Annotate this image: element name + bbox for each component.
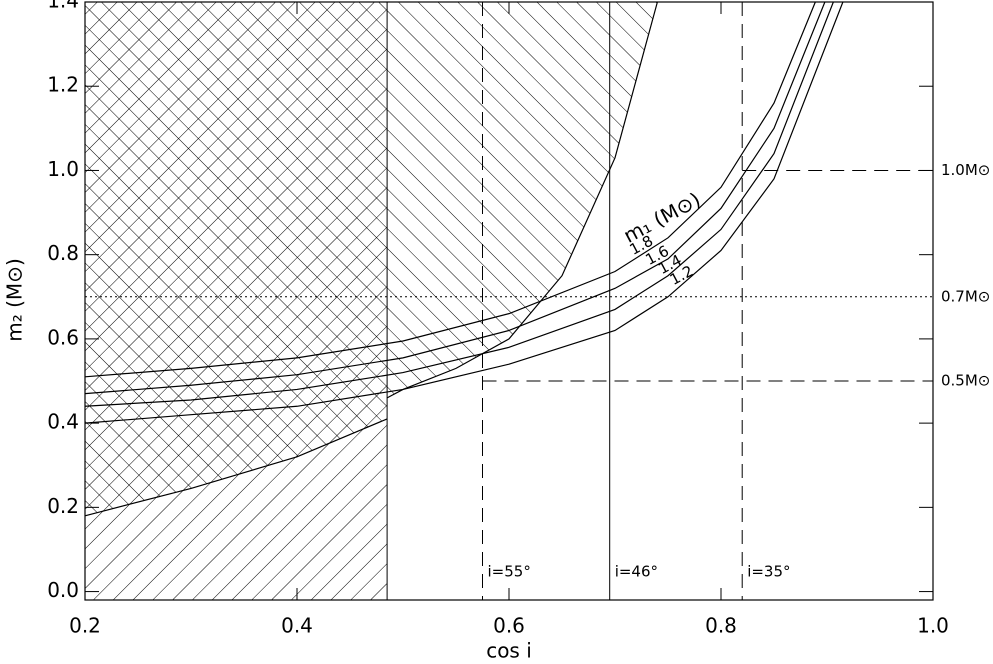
x-tick-label: 0.8: [705, 614, 737, 638]
x-tick-label: 0.2: [69, 614, 101, 638]
vline-label: i=55°: [488, 563, 531, 581]
y-axis-label: m₂ (M⊙): [3, 258, 27, 341]
vline-label: i=46°: [615, 563, 658, 581]
y-tick-label: 1.2: [47, 73, 79, 97]
x-tick-label: 0.4: [281, 614, 313, 638]
curve-label: m₁ (M⊙): [620, 187, 705, 247]
series-line: [84, 1, 834, 407]
y-tick-label: 0.6: [47, 325, 79, 349]
y-tick-label: 0.2: [47, 494, 79, 518]
x-tick-label: 0.6: [493, 614, 525, 638]
x-axis-label: cos i: [486, 639, 532, 663]
y-tick-label: 0.8: [47, 241, 79, 265]
hline-label: 0.7M⊙: [941, 287, 990, 305]
boundary-curve: [84, 418, 388, 517]
y-tick-label: 1.4: [47, 0, 79, 13]
y-tick-label: 0.0: [47, 578, 79, 602]
vline-label: i=35°: [747, 563, 790, 581]
series-line: [84, 1, 826, 395]
y-tick-label: 0.4: [47, 410, 79, 434]
y-tick-label: 1.0: [47, 157, 79, 181]
hline-label: 0.5M⊙: [941, 372, 990, 390]
series-line: [84, 1, 816, 378]
x-tick-label: 1.0: [917, 614, 949, 638]
hatch-region: [85, 2, 658, 516]
series-line: [84, 1, 844, 424]
hline-label: 1.0M⊙: [941, 161, 990, 179]
